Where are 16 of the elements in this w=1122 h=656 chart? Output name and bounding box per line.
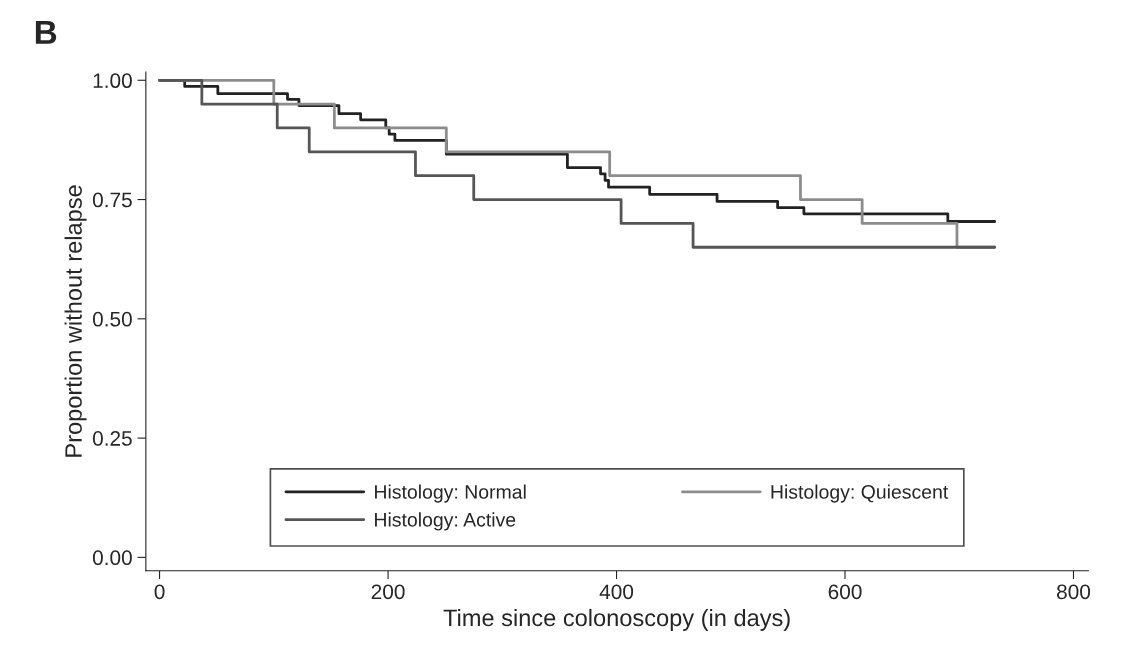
- legend-label: Histology: Normal: [375, 484, 526, 503]
- y-tick-label: 0.00: [92, 550, 132, 566]
- y-tick-label: 0.75: [92, 192, 132, 208]
- x-tick-label: 0: [154, 584, 165, 600]
- x-tick-label: 600: [828, 584, 862, 600]
- text: B: [35, 20, 57, 44]
- legend-label: Histology: Quiescent: [771, 484, 949, 503]
- y-axis-title: Proportion without relapse: [64, 185, 87, 457]
- legend-label: Histology: Active: [375, 512, 516, 531]
- y-tick-label: 0.25: [92, 431, 132, 446]
- x-tick-label: 800: [1057, 584, 1091, 600]
- y-tick-label: 1.00: [93, 73, 132, 89]
- y-tick-label: 0.50: [92, 311, 132, 327]
- x-tick-label: 400: [599, 584, 634, 600]
- x-tick-label: 200: [371, 584, 405, 600]
- x-axis-title: Time since colonoscopy (in days): [443, 608, 790, 631]
